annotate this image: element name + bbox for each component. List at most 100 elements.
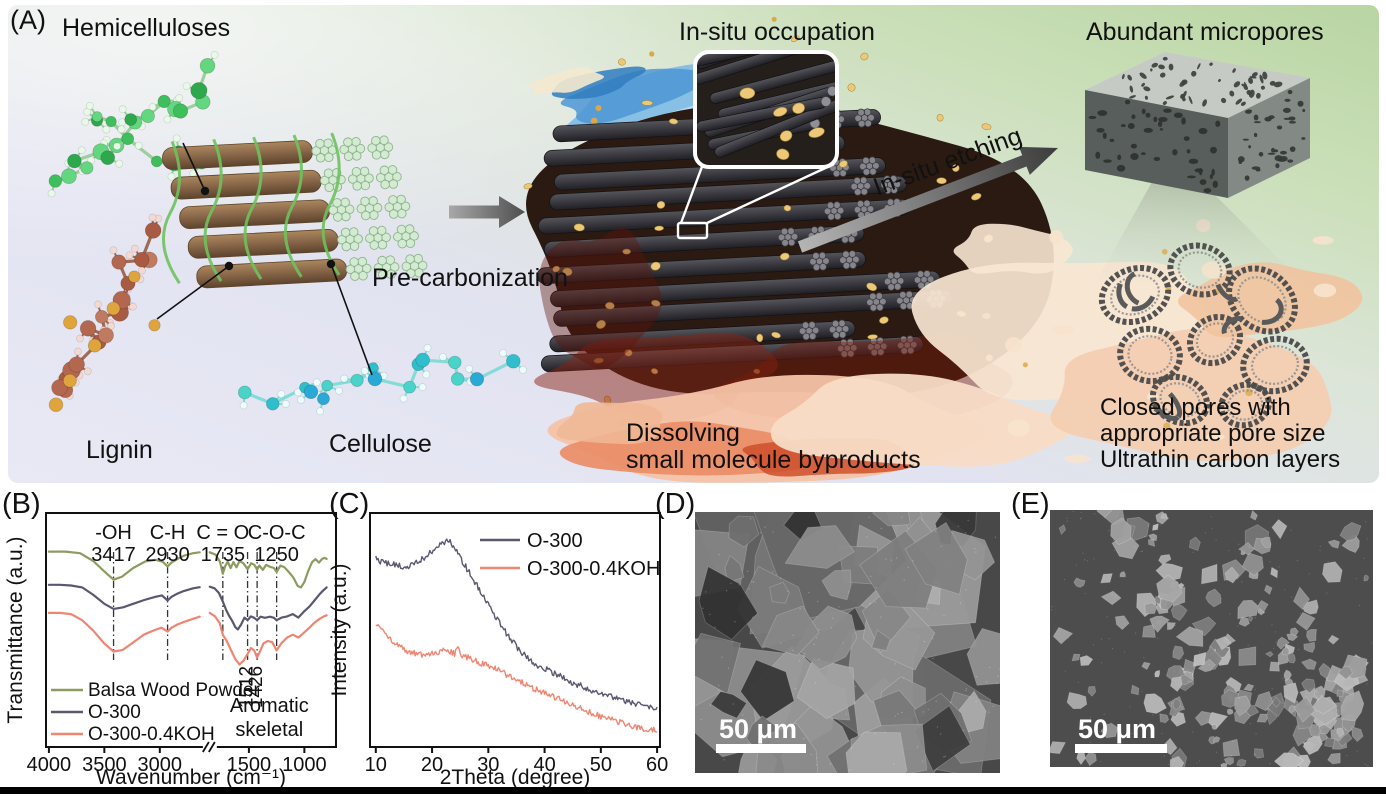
- leader-dot: [326, 259, 336, 269]
- sem-speck: [1275, 641, 1277, 643]
- sem-speck: [830, 627, 832, 629]
- sem-speck: [967, 519, 969, 522]
- sem-flake: [1052, 626, 1074, 645]
- sem-speck: [1084, 592, 1086, 595]
- cube-pore: [1276, 125, 1283, 130]
- cube-pore: [1179, 80, 1186, 87]
- atom-h: [239, 401, 248, 410]
- fiber-end: [320, 175, 330, 186]
- sem-speck: [965, 688, 968, 690]
- sem-speck: [1274, 631, 1277, 633]
- sem-speck: [1177, 581, 1179, 583]
- atom: [95, 310, 109, 324]
- atom-h: [297, 396, 305, 404]
- cube-pore: [1153, 156, 1161, 161]
- dissolving-label-line1: Dissolving: [626, 419, 740, 447]
- sem-flake: [724, 554, 745, 584]
- fiber-end: [405, 238, 416, 248]
- carbon-fiber-end: [893, 180, 901, 189]
- cube-pore: [1191, 70, 1197, 77]
- sem-flake: [796, 657, 856, 720]
- sem-image-o300: [695, 512, 1000, 773]
- legend-label: Balsa Wood Powder: [88, 680, 260, 701]
- carbon-fiber-end: [896, 277, 905, 285]
- carbon-fiber-end: [801, 321, 810, 330]
- koh-particle: [618, 58, 626, 66]
- sem-speck: [1103, 713, 1105, 715]
- carbon-fiber-end: [832, 331, 840, 339]
- sem-speck: [1276, 521, 1278, 524]
- cube-pore: [1172, 149, 1178, 156]
- sem-speck: [1315, 606, 1317, 608]
- inset-koh-particle: [792, 102, 805, 114]
- sem-speck: [1210, 516, 1213, 518]
- koh-particle: [771, 331, 781, 339]
- series-line: [47, 611, 201, 653]
- sem-speck: [1364, 763, 1366, 765]
- atom: [68, 356, 85, 373]
- liquid-blob: [770, 373, 1074, 467]
- fiber-end: [372, 203, 383, 213]
- carbon-fiber-end: [777, 233, 786, 242]
- sem-speck: [1211, 527, 1213, 529]
- carbon-fiber-end: [893, 271, 901, 280]
- cube-pore: [1102, 132, 1107, 140]
- atom-h: [94, 300, 102, 309]
- atom-h: [340, 374, 349, 383]
- carbon-fiber-end: [808, 321, 816, 329]
- carbon-fiber-end: [868, 156, 877, 165]
- sem-speck: [1365, 521, 1367, 523]
- carbon-ring: [1218, 381, 1272, 429]
- sem-speck: [1299, 713, 1301, 715]
- carbon-ring: [1117, 325, 1183, 385]
- fiber-end: [405, 254, 415, 264]
- sem-speck: [1115, 595, 1117, 597]
- atom: [80, 161, 94, 175]
- sem-speck: [1254, 688, 1256, 691]
- koh-particle: [573, 223, 585, 232]
- sem-speck: [738, 583, 741, 586]
- sem-speck: [975, 675, 978, 678]
- sem-flake: [1248, 615, 1253, 622]
- sem-speck: [1077, 681, 1079, 683]
- sem-flake: [1322, 561, 1343, 583]
- panel-d-label: (D): [655, 488, 696, 520]
- byproduct-liquid: [547, 218, 1363, 483]
- sem-speck: [1173, 760, 1175, 762]
- carbon-fiber-end: [862, 168, 871, 176]
- cube-pore: [1283, 117, 1291, 120]
- sem-speck: [700, 718, 702, 721]
- fiber-end: [377, 239, 388, 250]
- hemicellulose-thread: [284, 134, 303, 278]
- sem-speck: [816, 757, 818, 759]
- fiber-end: [352, 181, 362, 191]
- carbon-fiber-end: [841, 235, 849, 244]
- cube-pore: [1162, 101, 1167, 106]
- fiber-end: [400, 201, 411, 212]
- carbon-fiber-end: [866, 298, 874, 307]
- sem-speck: [965, 689, 967, 692]
- sem-flake: [1205, 588, 1222, 608]
- sem-speck: [922, 711, 925, 713]
- cube-pore: [1289, 146, 1296, 152]
- cube-pore: [1215, 120, 1221, 127]
- carbon-fiber-end: [790, 232, 799, 241]
- cube-pore: [1235, 98, 1243, 105]
- koh-particle: [936, 114, 944, 122]
- carbon-fiber-end: [909, 340, 918, 349]
- sem-flake: [1154, 595, 1162, 605]
- sem-speck: [1296, 559, 1299, 562]
- carbon-fiber-end: [853, 188, 862, 196]
- sem-speck: [940, 545, 943, 547]
- sem-speck: [1319, 549, 1321, 552]
- koh-particle: [622, 248, 631, 255]
- carbon-fiber-end: [879, 297, 887, 306]
- leader-dot: [224, 261, 234, 271]
- sem-speck: [997, 675, 999, 677]
- carbon-fiber-end: [840, 350, 849, 358]
- koh-particle: [847, 83, 856, 92]
- carbon-fiber-end: [823, 207, 832, 215]
- sem-speck: [1229, 613, 1231, 615]
- sem-speck: [848, 591, 850, 593]
- lignin-sulfur-atom: [62, 373, 77, 388]
